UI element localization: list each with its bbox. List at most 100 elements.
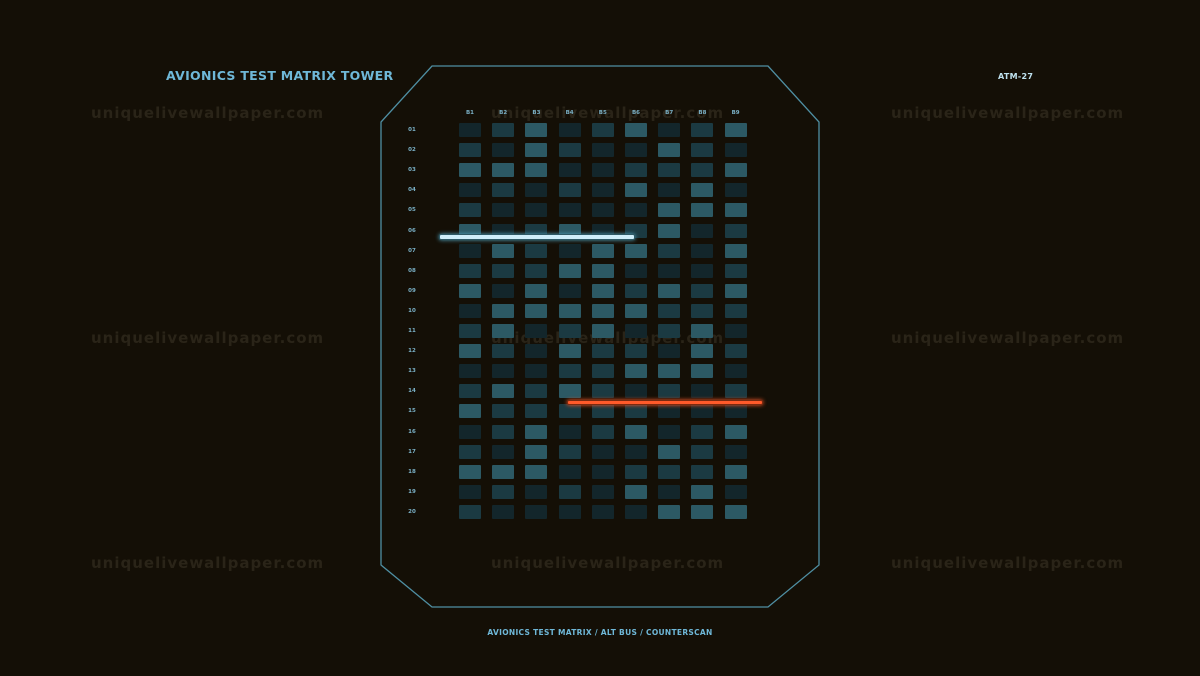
row-label: 07 <box>408 247 416 254</box>
matrix-cell <box>558 384 581 399</box>
matrix-cell <box>658 364 681 379</box>
matrix-cell <box>558 263 581 278</box>
matrix-cell <box>625 183 647 198</box>
row-label: 12 <box>408 348 416 355</box>
matrix-cell <box>691 183 714 198</box>
matrix-cell <box>558 324 581 338</box>
matrix-cell <box>525 183 548 198</box>
matrix-cell <box>525 464 548 479</box>
matrix-cell <box>724 404 747 419</box>
matrix-cell <box>558 404 581 419</box>
row-label: 06 <box>408 227 416 234</box>
matrix-cell <box>591 163 614 178</box>
matrix-cell <box>625 484 647 499</box>
matrix-cell <box>492 464 515 479</box>
matrix-cell <box>492 484 515 499</box>
watermark-text: uniquelivewallpaper.com <box>891 329 1125 347</box>
matrix-cell <box>525 444 548 459</box>
matrix-cell <box>492 504 515 519</box>
matrix-cell <box>459 484 481 499</box>
matrix-cell <box>492 143 515 158</box>
column-label: B7 <box>665 110 674 116</box>
matrix-cell <box>724 243 747 258</box>
row-label: 02 <box>408 147 416 154</box>
matrix-cell <box>691 203 714 218</box>
matrix-cell <box>525 484 548 499</box>
matrix-cell <box>625 203 647 218</box>
row-label: 16 <box>408 428 416 435</box>
matrix-cell <box>591 484 614 499</box>
matrix-cell <box>525 303 548 318</box>
matrix-cell <box>625 163 647 178</box>
matrix-cell <box>724 464 747 479</box>
matrix-cell <box>658 504 681 519</box>
watermark-text: uniquelivewallpaper.com <box>491 104 725 122</box>
matrix-cell <box>691 464 714 479</box>
matrix-cell <box>525 203 548 218</box>
matrix-cell <box>625 243 647 258</box>
matrix-cell <box>724 283 747 298</box>
row-label: 03 <box>408 167 416 174</box>
matrix-cell <box>625 424 647 439</box>
matrix-cell <box>591 203 614 218</box>
matrix-cell <box>625 123 647 137</box>
matrix-cell <box>459 263 481 278</box>
matrix-cell <box>724 183 747 198</box>
matrix-cell <box>691 364 714 379</box>
matrix-cell <box>691 484 714 499</box>
row-label: 14 <box>408 388 416 395</box>
matrix-cell <box>525 143 548 158</box>
matrix-cell <box>658 263 681 278</box>
scan-bar-cyan <box>439 234 635 240</box>
matrix-cell <box>691 344 714 359</box>
matrix-cell <box>558 123 581 137</box>
matrix-cell <box>724 203 747 218</box>
matrix-cell <box>558 303 581 318</box>
matrix-cell <box>525 344 548 359</box>
matrix-cell <box>691 243 714 258</box>
matrix-cell <box>492 344 515 359</box>
matrix-cell <box>724 364 747 379</box>
matrix-cell <box>591 424 614 439</box>
matrix-cell <box>724 384 747 399</box>
column-label: B5 <box>598 110 607 116</box>
matrix-cell <box>459 303 481 318</box>
matrix-cell <box>525 283 548 298</box>
matrix-cell <box>591 444 614 459</box>
matrix-cell <box>625 384 647 399</box>
matrix-cell <box>691 143 714 158</box>
matrix-cell <box>658 223 681 238</box>
matrix-cell <box>658 384 681 399</box>
matrix-cell <box>558 504 581 519</box>
matrix-cell <box>724 223 747 238</box>
matrix-cell <box>658 324 681 338</box>
matrix-cell <box>492 444 515 459</box>
matrix-cell <box>591 404 614 419</box>
matrix-cell <box>459 344 481 359</box>
matrix-cell <box>525 424 548 439</box>
matrix-cell <box>459 123 481 137</box>
matrix-cell <box>691 163 714 178</box>
matrix-cell <box>591 143 614 158</box>
matrix-cell <box>625 324 647 338</box>
matrix-cell <box>591 183 614 198</box>
matrix-cell <box>492 424 515 439</box>
matrix-cell <box>658 464 681 479</box>
matrix-cell <box>492 183 515 198</box>
matrix-cell <box>459 504 481 519</box>
matrix-cell <box>459 183 481 198</box>
matrix-cell <box>492 203 515 218</box>
column-label: B8 <box>698 110 707 116</box>
matrix-cell <box>625 444 647 459</box>
matrix-cell <box>492 123 515 137</box>
matrix-cell <box>558 243 581 258</box>
matrix-cell <box>459 384 481 399</box>
matrix-cell <box>691 444 714 459</box>
matrix-cell <box>658 344 681 359</box>
matrix-cell <box>558 444 581 459</box>
matrix-cell <box>525 243 548 258</box>
matrix-cell <box>658 444 681 459</box>
matrix-cell <box>625 143 647 158</box>
matrix-cell <box>558 364 581 379</box>
